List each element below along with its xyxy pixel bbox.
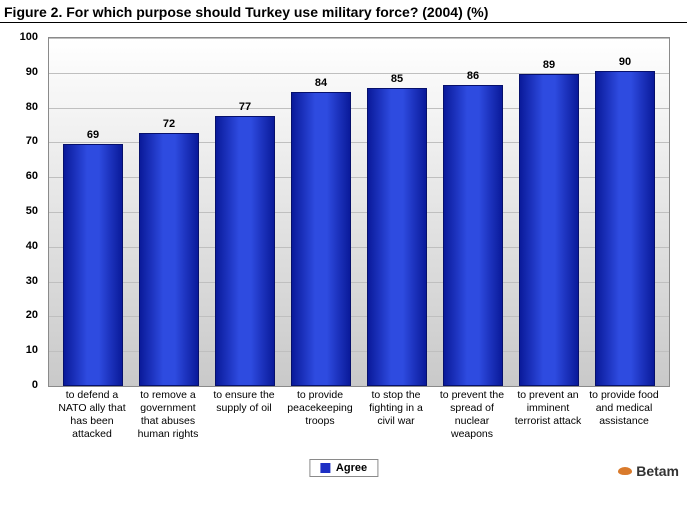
plot-area: 6972778485868990: [48, 37, 670, 387]
bar-value-label: 85: [391, 73, 403, 85]
x-tick-label: to remove a government that abuses human…: [130, 387, 206, 442]
bar-slot: 72: [131, 38, 207, 386]
logo-text: Betam: [636, 463, 679, 479]
bar-value-label: 72: [163, 118, 175, 130]
y-tick-label: 50: [26, 205, 38, 217]
y-tick-label: 70: [26, 135, 38, 147]
bar-slot: 69: [55, 38, 131, 386]
x-tick-label: to provide peacekeeping troops: [282, 387, 358, 442]
x-tick-label: to ensure the supply of oil: [206, 387, 282, 442]
bar-slot: 77: [207, 38, 283, 386]
bar: 89: [519, 74, 579, 386]
y-tick-label: 0: [32, 379, 38, 391]
chart-container: 0102030405060708090100 6972778485868990 …: [0, 23, 687, 483]
bar: 84: [291, 92, 351, 386]
y-tick-label: 30: [26, 275, 38, 287]
x-tick-label: to defend a NATO ally that has been atta…: [54, 387, 130, 442]
bar: 85: [367, 88, 427, 386]
bar-slot: 86: [435, 38, 511, 386]
legend: Agree: [309, 459, 378, 477]
y-tick-label: 100: [20, 31, 38, 43]
bar: 69: [63, 144, 123, 386]
bar: 77: [215, 116, 275, 386]
bar: 90: [595, 71, 655, 386]
bar-slot: 85: [359, 38, 435, 386]
bars-group: 6972778485868990: [49, 38, 669, 386]
x-tick-label: to stop the fighting in a civil war: [358, 387, 434, 442]
x-tick-label: to prevent the spread of nuclear weapons: [434, 387, 510, 442]
logo-icon: [618, 467, 632, 475]
y-axis: 0102030405060708090100: [0, 37, 44, 385]
figure-title: Figure 2. For which purpose should Turke…: [0, 0, 687, 23]
source-logo: Betam: [618, 463, 679, 479]
bar-slot: 89: [511, 38, 587, 386]
bar-value-label: 69: [87, 129, 99, 141]
bar: 86: [443, 85, 503, 386]
bar-value-label: 77: [239, 101, 251, 113]
y-tick-label: 40: [26, 240, 38, 252]
y-tick-label: 20: [26, 309, 38, 321]
bar: 72: [139, 133, 199, 386]
x-axis-labels: to defend a NATO ally that has been atta…: [48, 387, 668, 442]
legend-label: Agree: [336, 462, 367, 474]
y-tick-label: 60: [26, 170, 38, 182]
bar-value-label: 89: [543, 59, 555, 71]
y-tick-label: 10: [26, 344, 38, 356]
bar-slot: 90: [587, 38, 663, 386]
bar-value-label: 84: [315, 77, 327, 89]
bar-slot: 84: [283, 38, 359, 386]
y-tick-label: 90: [26, 66, 38, 78]
y-tick-label: 80: [26, 101, 38, 113]
bar-value-label: 86: [467, 70, 479, 82]
x-tick-label: to provide food and medical assistance: [586, 387, 662, 442]
legend-swatch: [320, 463, 330, 473]
x-tick-label: to prevent an imminent terrorist attack: [510, 387, 586, 442]
bar-value-label: 90: [619, 56, 631, 68]
